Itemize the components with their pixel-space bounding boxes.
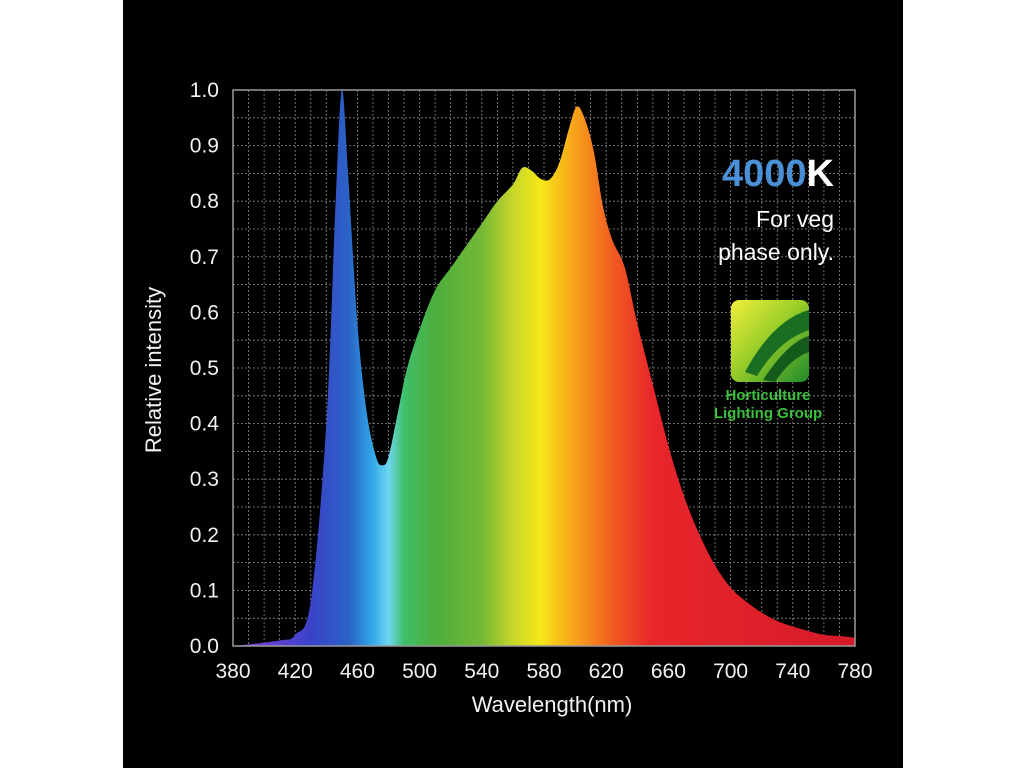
logo-line-2: Lighting Group bbox=[714, 405, 822, 422]
note-line-2: phase only. bbox=[718, 239, 834, 265]
y-axis-title: Relative intensity bbox=[141, 287, 166, 453]
y-tick-label: 1.0 bbox=[190, 79, 219, 102]
x-tick-label: 660 bbox=[651, 660, 686, 683]
y-tick-label: 0.8 bbox=[190, 190, 219, 213]
y-tick-label: 0.4 bbox=[190, 413, 220, 436]
chart-frame: 0.0 0.1 0.2 0.3 0.4 0.5 0.6 0.7 0.8 0.9 1.0 380 420… bbox=[123, 0, 903, 768]
y-tick-label: 0.9 bbox=[190, 135, 219, 158]
y-tick-label: 0.0 bbox=[190, 635, 219, 658]
leaf-swoosh-icon bbox=[745, 310, 809, 376]
x-tick-label: 540 bbox=[464, 660, 499, 683]
x-tick-label: 460 bbox=[340, 660, 375, 683]
cct-unit: K bbox=[807, 153, 835, 195]
cct-number: 4000 bbox=[722, 153, 807, 195]
y-tick-label: 0.6 bbox=[190, 301, 219, 324]
horticulture-lighting-group-logo: Horticulture Lighting Group bbox=[714, 300, 822, 422]
x-tick-label: 580 bbox=[526, 660, 561, 683]
x-tick-label: 620 bbox=[589, 660, 624, 683]
x-tick-label: 700 bbox=[713, 660, 748, 683]
spectrum-chart: 0.0 0.1 0.2 0.3 0.4 0.5 0.6 0.7 0.8 0.9 1.0 380 420… bbox=[141, 79, 873, 717]
x-axis-title: Wavelength(nm) bbox=[472, 692, 633, 717]
x-tick-label: 420 bbox=[278, 660, 313, 683]
y-tick-labels: 0.0 0.1 0.2 0.3 0.4 0.5 0.6 0.7 0.8 0.9 1.0 bbox=[190, 79, 220, 658]
cct-annotation: 4000K bbox=[722, 153, 835, 195]
y-tick-label: 0.7 bbox=[190, 246, 219, 269]
spectrum-area bbox=[233, 89, 855, 646]
y-tick-label: 0.2 bbox=[190, 524, 219, 547]
plot-border bbox=[232, 89, 856, 647]
x-tick-label: 500 bbox=[402, 660, 437, 683]
note-line-1: For veg bbox=[756, 206, 834, 232]
logo-line-1: Horticulture bbox=[725, 387, 810, 404]
x-tick-labels: 380 420 460 500 540 580 620 660 700 740 780 bbox=[215, 660, 872, 683]
y-tick-label: 0.5 bbox=[190, 357, 219, 380]
x-tick-label: 380 bbox=[215, 660, 250, 683]
y-tick-label: 0.1 bbox=[190, 579, 219, 602]
y-tick-label: 0.3 bbox=[190, 468, 219, 491]
x-tick-label: 740 bbox=[775, 660, 810, 683]
x-tick-label: 780 bbox=[837, 660, 872, 683]
